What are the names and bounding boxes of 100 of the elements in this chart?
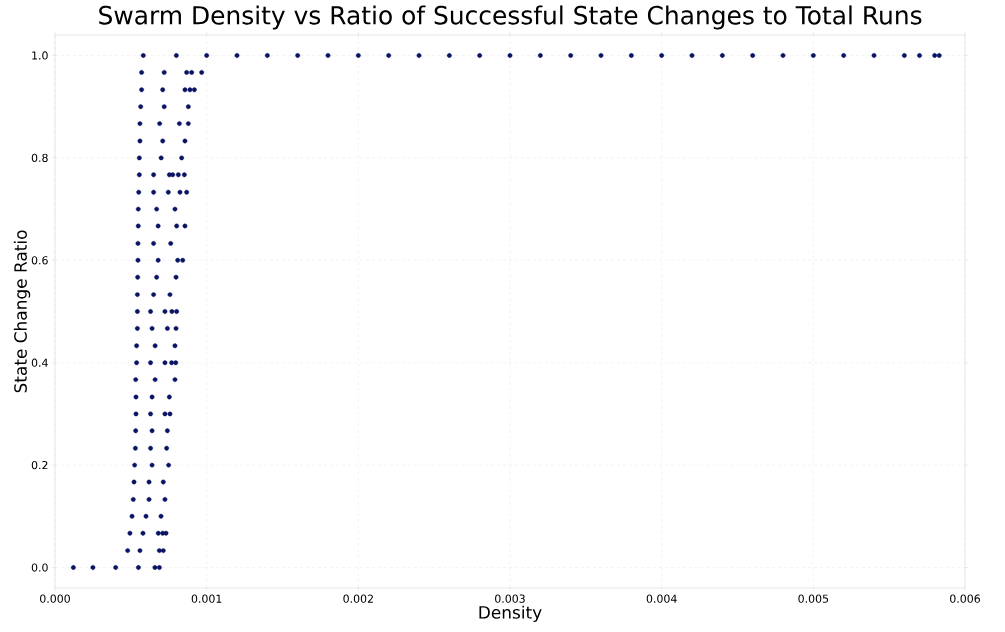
- y-tick-label: 1.0: [32, 51, 48, 60]
- point: [161, 104, 167, 110]
- point: [135, 206, 141, 212]
- point: [719, 53, 725, 58]
- point: [165, 326, 170, 331]
- point: [154, 206, 160, 212]
- point: [133, 445, 138, 451]
- point: [179, 155, 185, 161]
- point: [167, 411, 173, 417]
- point: [185, 104, 191, 110]
- point: [130, 497, 136, 502]
- point: [70, 565, 76, 570]
- point: [149, 326, 155, 331]
- y-tick-label: 0.8: [31, 153, 48, 163]
- point: [295, 53, 301, 58]
- x-tick-label: 0.002: [343, 594, 373, 603]
- point: [146, 479, 152, 485]
- point: [162, 497, 168, 502]
- point: [134, 326, 140, 331]
- point: [139, 87, 144, 93]
- x-tick-label: 0.000: [40, 594, 70, 603]
- point: [659, 53, 665, 58]
- point: [152, 377, 158, 382]
- y-tick-label: 0.2: [31, 460, 48, 470]
- point: [136, 172, 142, 178]
- point: [149, 462, 155, 468]
- point: [169, 360, 175, 366]
- point: [386, 53, 392, 58]
- point: [149, 428, 155, 434]
- point: [132, 462, 138, 468]
- point: [932, 53, 938, 58]
- point: [175, 257, 181, 263]
- point: [154, 274, 160, 280]
- point: [264, 53, 270, 58]
- x-axis-title: Density: [479, 605, 542, 623]
- point: [177, 189, 183, 195]
- point: [174, 309, 180, 314]
- point: [172, 206, 178, 212]
- point: [113, 565, 119, 570]
- x-tick-label: 0.001: [191, 594, 222, 603]
- point: [148, 309, 153, 314]
- point: [148, 411, 153, 417]
- point: [133, 428, 139, 434]
- point: [160, 479, 166, 485]
- point: [180, 257, 186, 263]
- point: [136, 565, 141, 570]
- point: [136, 155, 142, 161]
- point: [151, 172, 156, 178]
- point: [158, 513, 164, 519]
- point: [689, 53, 695, 58]
- point: [810, 53, 816, 58]
- point: [135, 274, 141, 280]
- point: [143, 513, 149, 519]
- point: [750, 53, 756, 58]
- point: [160, 87, 166, 93]
- point: [134, 343, 139, 349]
- point: [181, 172, 187, 178]
- point: [182, 138, 188, 144]
- point: [173, 53, 179, 58]
- y-tick-label: 0.6: [31, 256, 48, 265]
- point: [140, 530, 146, 536]
- point: [151, 189, 156, 195]
- point: [191, 87, 197, 93]
- y-tick-label: 0.0: [31, 563, 48, 572]
- point: [162, 309, 168, 314]
- point: [901, 53, 907, 58]
- point: [140, 53, 146, 58]
- point: [167, 292, 173, 297]
- point: [182, 87, 188, 93]
- point: [134, 309, 140, 314]
- point: [152, 343, 158, 349]
- x-tick-label: 0.006: [950, 594, 980, 603]
- point: [172, 343, 178, 349]
- point: [416, 53, 422, 58]
- point: [184, 189, 190, 195]
- point: [160, 548, 166, 554]
- point: [189, 69, 195, 75]
- x-tick-label: 0.005: [798, 594, 829, 603]
- point: [184, 69, 190, 75]
- point: [155, 530, 161, 536]
- point: [780, 53, 786, 58]
- point: [125, 548, 131, 554]
- point: [477, 53, 483, 58]
- point: [138, 104, 144, 110]
- point: [166, 462, 171, 468]
- point: [446, 53, 452, 58]
- point: [134, 292, 140, 297]
- point: [131, 479, 137, 485]
- point: [871, 53, 877, 58]
- point: [173, 274, 179, 280]
- y-axis-title: State Change Ratio: [13, 230, 31, 393]
- point: [598, 53, 604, 58]
- point: [173, 360, 179, 366]
- point: [151, 241, 156, 246]
- point: [152, 565, 158, 570]
- point: [135, 257, 141, 263]
- point: [160, 138, 166, 144]
- point: [917, 53, 922, 58]
- point: [173, 326, 179, 331]
- chart-title: Swarm Density vs Ratio of Successful State Changes to Total Runs: [99, 5, 922, 30]
